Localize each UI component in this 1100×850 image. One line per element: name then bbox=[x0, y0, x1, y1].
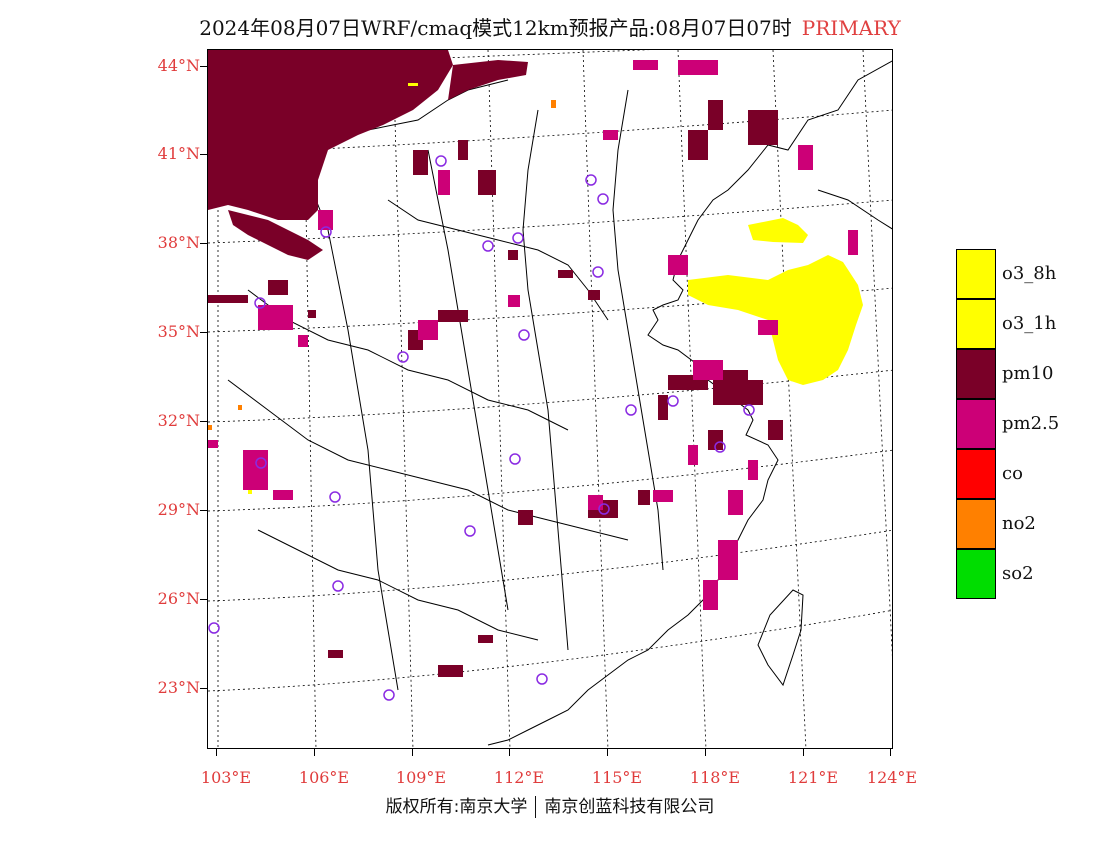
lat-label-41n: 41°N bbox=[157, 144, 200, 163]
lat-label-26n: 26°N bbox=[157, 589, 200, 608]
legend-swatch bbox=[956, 549, 996, 599]
copyright-right: 南京创蓝科技有限公司 bbox=[544, 797, 715, 817]
lon-label-103e: 103°E bbox=[200, 768, 252, 787]
province-border-4 bbox=[257, 529, 539, 641]
legend-swatch bbox=[956, 299, 996, 349]
lon-tick bbox=[216, 749, 217, 756]
legend-label: so2 bbox=[1002, 563, 1034, 584]
lon-label-109e: 109°E bbox=[395, 768, 447, 787]
station-markers bbox=[208, 155, 755, 701]
lat-tick bbox=[200, 332, 207, 333]
lat-label-44n: 44°N bbox=[157, 56, 200, 75]
lat-label-32n: 32°N bbox=[157, 411, 200, 430]
legend-swatch bbox=[956, 349, 996, 399]
legend-label: pm10 bbox=[1002, 363, 1054, 384]
lon-label-106e: 106°E bbox=[298, 768, 350, 787]
lat-tick bbox=[200, 599, 207, 600]
province-border-1 bbox=[387, 199, 609, 321]
lon-tick bbox=[705, 749, 706, 756]
copyright-separator bbox=[535, 796, 537, 818]
province-border-8 bbox=[307, 179, 399, 691]
title-main: 2024年08月07日WRF/cmaq模式12km预报产品:08月07日07时 bbox=[199, 16, 792, 40]
lon-label-124e: 124°E bbox=[866, 768, 918, 787]
taiwan-island bbox=[757, 589, 804, 687]
lat-tick bbox=[200, 154, 207, 155]
map-panel[interactable] bbox=[207, 49, 893, 749]
lat-label-38n: 38°N bbox=[157, 233, 200, 252]
copyright-left: 版权所有:南京大学 bbox=[385, 797, 528, 817]
legend-swatch bbox=[956, 449, 996, 499]
legend-label: o3_8h bbox=[1002, 263, 1057, 284]
title-primary-tag: PRIMARY bbox=[801, 16, 901, 40]
no2-specks bbox=[208, 100, 556, 430]
pm10-region-northwest bbox=[208, 50, 528, 260]
lat-tick bbox=[200, 421, 207, 422]
legend-swatch bbox=[956, 399, 996, 449]
lon-label-115e: 115°E bbox=[591, 768, 643, 787]
lon-label-118e: 118°E bbox=[689, 768, 741, 787]
korea-coast bbox=[817, 189, 892, 230]
o3-region-east bbox=[688, 218, 863, 385]
province-border-5 bbox=[427, 149, 509, 611]
lon-label-112e: 112°E bbox=[493, 768, 545, 787]
lon-tick bbox=[412, 749, 413, 756]
lon-tick bbox=[890, 749, 891, 756]
map-title: 2024年08月07日WRF/cmaq模式12km预报产品:08月07日07时 P… bbox=[0, 12, 1100, 41]
lon-tick bbox=[803, 749, 804, 756]
lat-tick bbox=[200, 688, 207, 689]
map-canvas bbox=[208, 50, 892, 748]
legend-swatch bbox=[956, 249, 996, 299]
pm25-patches bbox=[208, 60, 858, 610]
lon-tick bbox=[314, 749, 315, 756]
lon-tick bbox=[607, 749, 608, 756]
lon-label-121e: 121°E bbox=[787, 768, 839, 787]
legend-label: o3_1h bbox=[1002, 313, 1057, 334]
copyright-footer: 版权所有:南京大学 南京创蓝科技有限公司 bbox=[0, 792, 1100, 818]
lat-tick bbox=[200, 66, 207, 67]
lat-label-29n: 29°N bbox=[157, 500, 200, 519]
legend-label: no2 bbox=[1002, 513, 1036, 534]
lat-tick bbox=[200, 243, 207, 244]
province-border-6 bbox=[522, 109, 569, 651]
pm10-patches bbox=[208, 100, 783, 677]
province-border-3 bbox=[227, 379, 629, 541]
lat-label-35n: 35°N bbox=[157, 322, 200, 341]
province-border-2 bbox=[247, 289, 569, 431]
lat-tick bbox=[200, 510, 207, 511]
o3-specks bbox=[248, 83, 418, 494]
legend-swatch bbox=[956, 499, 996, 549]
lon-tick bbox=[509, 749, 510, 756]
legend-label: pm2.5 bbox=[1002, 413, 1060, 434]
lat-label-23n: 23°N bbox=[157, 678, 200, 697]
legend-label: co bbox=[1002, 463, 1023, 484]
